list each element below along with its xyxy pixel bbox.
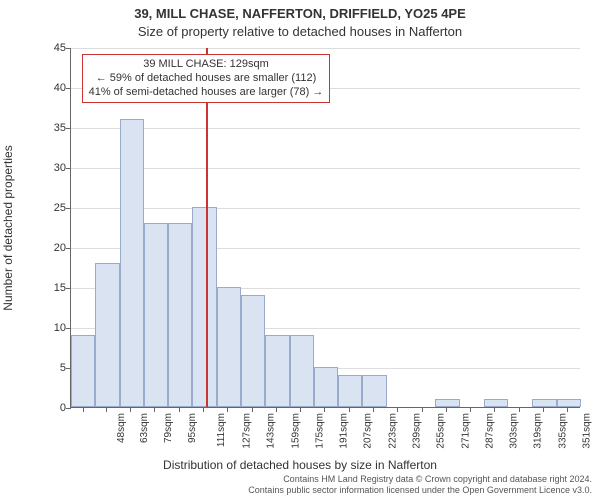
y-tick-mark [66, 248, 71, 249]
histogram-bar [532, 399, 556, 407]
chart-container: 39, MILL CHASE, NAFFERTON, DRIFFIELD, YO… [0, 0, 600, 500]
x-tick-mark [373, 407, 374, 412]
y-tick-mark [66, 208, 71, 209]
y-tick-label: 15 [36, 282, 66, 294]
x-tick-label: 351sqm [582, 413, 593, 449]
y-axis-label: Number of detached properties [1, 145, 15, 310]
gridline [71, 168, 580, 169]
histogram-bar [557, 399, 581, 407]
x-tick-mark [203, 407, 204, 412]
y-tick-label: 35 [36, 122, 66, 134]
y-tick-label: 5 [36, 362, 66, 374]
footer-line-2: Contains public sector information licen… [248, 485, 592, 496]
x-tick-mark [543, 407, 544, 412]
histogram-bar [95, 263, 119, 407]
histogram-bar [241, 295, 265, 407]
x-tick-label: 287sqm [484, 413, 495, 449]
x-tick-mark [179, 407, 180, 412]
attribution-footer: Contains HM Land Registry data © Crown c… [248, 474, 592, 496]
x-tick-mark [300, 407, 301, 412]
plot-area: 48sqm63sqm79sqm95sqm111sqm127sqm143sqm15… [70, 48, 580, 408]
x-tick-label: 159sqm [290, 413, 301, 449]
y-tick-label: 20 [36, 242, 66, 254]
y-tick-label: 25 [36, 202, 66, 214]
y-tick-label: 40 [36, 82, 66, 94]
y-tick-mark [66, 48, 71, 49]
x-tick-label: 63sqm [139, 413, 150, 443]
histogram-bar [192, 207, 216, 407]
x-tick-mark [276, 407, 277, 412]
x-tick-label: 255sqm [436, 413, 447, 449]
x-tick-label: 111sqm [216, 413, 227, 447]
y-tick-mark [66, 88, 71, 89]
histogram-bar [265, 335, 289, 407]
histogram-bar [168, 223, 192, 407]
x-tick-label: 79sqm [163, 413, 174, 443]
x-tick-mark [227, 407, 228, 412]
x-tick-label: 191sqm [339, 413, 350, 449]
x-tick-label: 48sqm [116, 413, 127, 443]
x-tick-label: 303sqm [509, 413, 520, 449]
footer-line-1: Contains HM Land Registry data © Crown c… [248, 474, 592, 485]
histogram-bar [314, 367, 338, 407]
x-tick-mark [397, 407, 398, 412]
histogram-bar [362, 375, 386, 407]
x-tick-mark [130, 407, 131, 412]
x-tick-label: 127sqm [242, 413, 253, 449]
x-tick-mark [349, 407, 350, 412]
x-tick-label: 271sqm [460, 413, 471, 449]
y-tick-label: 0 [36, 402, 66, 414]
histogram-bar [217, 287, 241, 407]
histogram-bar [484, 399, 508, 407]
x-tick-mark [252, 407, 253, 412]
x-tick-mark [106, 407, 107, 412]
x-tick-mark [154, 407, 155, 412]
annotation-line-3: 41% of semi-detached houses are larger (… [89, 86, 324, 100]
x-tick-mark [324, 407, 325, 412]
annotation-box: 39 MILL CHASE: 129sqm← 59% of detached h… [82, 54, 331, 103]
histogram-bar [120, 119, 144, 407]
x-tick-mark [494, 407, 495, 412]
x-tick-label: 319sqm [533, 413, 544, 449]
x-tick-label: 143sqm [266, 413, 277, 449]
x-axis-label: Distribution of detached houses by size … [0, 458, 600, 472]
histogram-bar [144, 223, 168, 407]
y-tick-mark [66, 288, 71, 289]
x-tick-mark [83, 407, 84, 412]
x-tick-mark [470, 407, 471, 412]
histogram-bar [338, 375, 362, 407]
gridline [71, 128, 580, 129]
gridline [71, 48, 580, 49]
y-tick-mark [66, 168, 71, 169]
y-tick-mark [66, 408, 71, 409]
gridline [71, 208, 580, 209]
chart-subtitle: Size of property relative to detached ho… [0, 24, 600, 39]
x-tick-label: 223sqm [387, 413, 398, 449]
annotation-line-1: 39 MILL CHASE: 129sqm [89, 58, 324, 72]
annotation-line-2: ← 59% of detached houses are smaller (11… [89, 72, 324, 86]
x-tick-label: 239sqm [412, 413, 423, 449]
y-tick-mark [66, 328, 71, 329]
y-tick-label: 30 [36, 162, 66, 174]
y-tick-label: 10 [36, 322, 66, 334]
y-tick-label: 45 [36, 42, 66, 54]
histogram-bar [290, 335, 314, 407]
x-tick-mark [422, 407, 423, 412]
histogram-bar [435, 399, 459, 407]
x-tick-label: 335sqm [557, 413, 568, 449]
chart-title-address: 39, MILL CHASE, NAFFERTON, DRIFFIELD, YO… [0, 6, 600, 21]
x-tick-label: 175sqm [314, 413, 325, 449]
histogram-bar [71, 335, 95, 407]
y-tick-mark [66, 128, 71, 129]
x-tick-label: 95sqm [187, 413, 198, 443]
x-tick-mark [446, 407, 447, 412]
x-tick-label: 207sqm [363, 413, 374, 449]
x-tick-mark [567, 407, 568, 412]
x-tick-mark [519, 407, 520, 412]
